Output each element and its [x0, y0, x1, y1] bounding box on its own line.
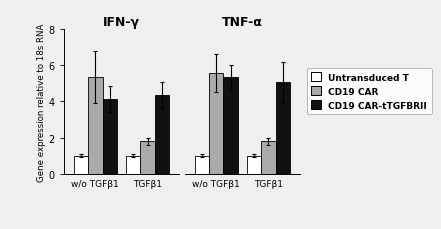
Bar	[126, 156, 140, 174]
Bar	[102, 99, 117, 174]
Y-axis label: Gene expression relative to 18s RNA: Gene expression relative to 18s RNA	[37, 23, 46, 181]
Bar	[247, 156, 262, 174]
Bar	[194, 156, 209, 174]
Title: IFN-γ: IFN-γ	[103, 16, 140, 29]
Bar	[224, 78, 238, 174]
Bar	[88, 78, 102, 174]
Bar	[155, 95, 169, 174]
Bar	[262, 142, 276, 174]
Bar	[209, 74, 224, 174]
Bar	[276, 83, 290, 174]
Title: TNF-α: TNF-α	[222, 16, 263, 29]
Legend: Untransduced T, CD19 CAR, CD19 CAR-tTGFBRII: Untransduced T, CD19 CAR, CD19 CAR-tTGFB…	[306, 68, 432, 115]
Bar	[140, 142, 155, 174]
Bar	[74, 156, 88, 174]
